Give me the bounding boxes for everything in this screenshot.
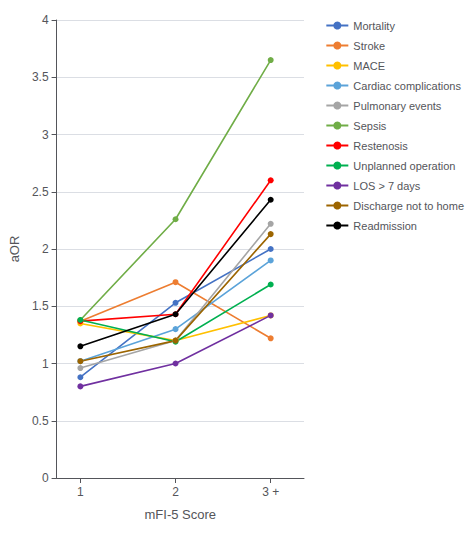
svg-text:2.5: 2.5 [32, 185, 49, 199]
svg-text:2: 2 [42, 242, 49, 256]
svg-text:1: 1 [42, 357, 49, 371]
svg-text:Cardiac complications: Cardiac complications [353, 80, 461, 92]
svg-text:Restenosis: Restenosis [353, 140, 408, 152]
svg-text:Unplanned operation: Unplanned operation [353, 160, 455, 172]
svg-text:4: 4 [42, 13, 49, 27]
svg-text:aOR: aOR [7, 236, 22, 263]
svg-text:2: 2 [172, 485, 179, 499]
svg-text:0.5: 0.5 [32, 414, 49, 428]
svg-text:3.5: 3.5 [32, 70, 49, 84]
svg-text:1.5: 1.5 [32, 299, 49, 313]
svg-text:Pulmonary events: Pulmonary events [353, 100, 442, 112]
svg-text:mFI-5 Score: mFI-5 Score [145, 507, 217, 522]
svg-text:Mortality: Mortality [353, 20, 395, 32]
svg-text:1: 1 [77, 485, 84, 499]
svg-text:3: 3 [42, 128, 49, 142]
svg-text:Stroke: Stroke [353, 40, 385, 52]
svg-text:LOS > 7 days: LOS > 7 days [353, 180, 420, 192]
svg-text:Sepsis: Sepsis [353, 120, 387, 132]
svg-text:3 +: 3 + [262, 485, 279, 499]
svg-text:MACE: MACE [353, 60, 385, 72]
svg-text:Readmission: Readmission [353, 220, 417, 232]
svg-text:Discharge not to home: Discharge not to home [353, 200, 464, 212]
svg-text:0: 0 [42, 471, 49, 485]
